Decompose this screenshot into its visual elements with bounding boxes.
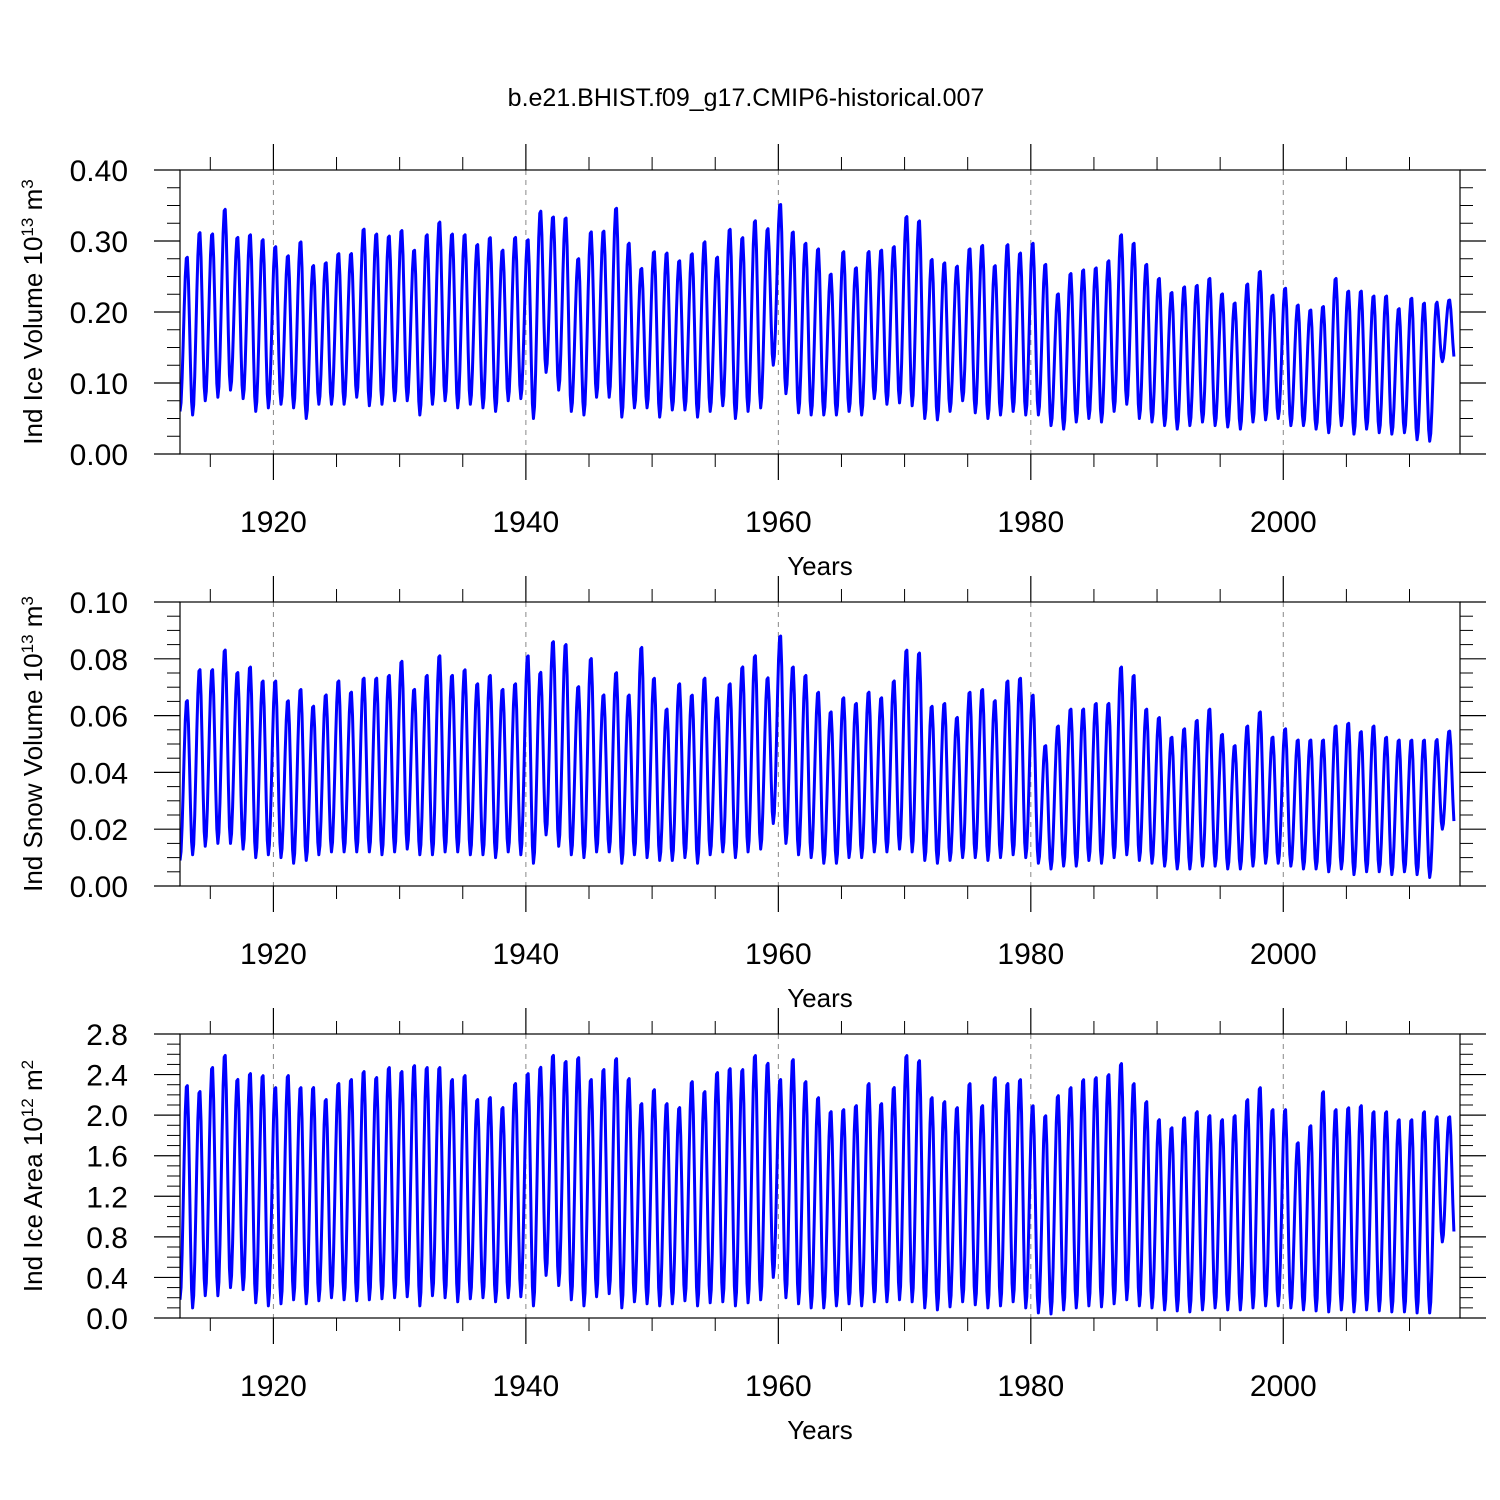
y-axis-title-superscript: 12 xyxy=(18,1098,37,1117)
y-axis-title-part: m xyxy=(18,189,48,218)
y-axis-title-part: m xyxy=(18,606,48,635)
x-tick-label: 1940 xyxy=(493,1370,560,1403)
y-tick-label: 0.20 xyxy=(70,297,128,330)
y-axis-title-part: m xyxy=(18,1069,48,1098)
series-line xyxy=(180,634,1456,879)
y-axis-title-superscript: 13 xyxy=(18,634,37,653)
y-tick-label: 1.6 xyxy=(86,1141,128,1174)
y-axis-title-superscript: 3 xyxy=(18,179,37,188)
x-tick-label: 2000 xyxy=(1250,938,1317,971)
series-line xyxy=(180,1053,1456,1316)
x-tick-label: 1980 xyxy=(997,1370,1064,1403)
y-tick-label: 0.00 xyxy=(70,871,128,904)
y-tick-label: 0.02 xyxy=(70,814,128,847)
chart-panel-2: 0.00 0.02 0.04 0.06 0.08 0.10 1920 1940 1960 1980… xyxy=(18,576,1486,1013)
y-axis-title-superscript: 13 xyxy=(18,218,37,237)
x-tick-label: 2000 xyxy=(1250,1370,1317,1403)
x-axis-title: Years xyxy=(787,983,853,1013)
y-tick-label: 0.0 xyxy=(86,1303,128,1336)
y-axis-title: Ind Ice Volume 1013 m3 xyxy=(18,179,49,444)
x-tick-label: 1960 xyxy=(745,938,812,971)
chart-panel-3: 0.0 0.4 0.8 1.2 1.6 2.0 2.4 2.8 1920 1940 1960 1980… xyxy=(18,1008,1486,1445)
y-axis-title-part: Ind Ice Area 10 xyxy=(18,1117,48,1292)
y-tick-label: 0.8 xyxy=(86,1222,128,1255)
y-axis-title-part: Ind Snow Volume 10 xyxy=(18,653,48,892)
x-tick-label: 1980 xyxy=(997,506,1064,539)
y-tick-label: 0.06 xyxy=(70,701,128,734)
chart-panel-1: 0.00 0.10 0.20 0.30 0.40 1920 1940 1960 1980 2000… xyxy=(18,144,1486,581)
y-tick-label: 0.30 xyxy=(70,226,128,259)
y-axis-title: Ind Ice Area 1012 m2 xyxy=(18,1060,49,1292)
x-tick-label: 1920 xyxy=(240,506,307,539)
x-tick-label: 1980 xyxy=(997,938,1064,971)
x-tick-label: 1920 xyxy=(240,1370,307,1403)
x-tick-label: 1940 xyxy=(493,938,560,971)
x-tick-label: 1920 xyxy=(240,938,307,971)
y-tick-label: 1.2 xyxy=(86,1181,128,1214)
x-tick-label: 1940 xyxy=(493,506,560,539)
y-tick-label: 0.10 xyxy=(70,587,128,620)
y-tick-label: 2.8 xyxy=(86,1019,128,1052)
y-tick-label: 0.4 xyxy=(86,1262,128,1295)
y-tick-label: 0.08 xyxy=(70,644,128,677)
y-axis-title-superscript: 2 xyxy=(18,1060,37,1069)
y-tick-label: 2.4 xyxy=(86,1060,128,1093)
x-axis-title: Years xyxy=(787,551,853,581)
x-tick-label: 2000 xyxy=(1250,506,1317,539)
x-axis-title: Years xyxy=(787,1415,853,1445)
y-axis-title-superscript: 3 xyxy=(18,596,37,605)
y-axis-title-part: Ind Ice Volume 10 xyxy=(18,237,48,445)
y-tick-label: 0.40 xyxy=(70,155,128,188)
y-tick-label: 0.00 xyxy=(70,439,128,472)
y-tick-label: 0.10 xyxy=(70,368,128,401)
x-tick-label: 1960 xyxy=(745,506,812,539)
y-tick-label: 0.04 xyxy=(70,757,128,790)
x-tick-label: 1960 xyxy=(745,1370,812,1403)
y-axis-title: Ind Snow Volume 1013 m3 xyxy=(18,596,49,892)
series-line xyxy=(180,203,1456,443)
figure-title: b.e21.BHIST.f09_g17.CMIP6-historical.007 xyxy=(508,84,985,112)
y-tick-label: 2.0 xyxy=(86,1100,128,1133)
